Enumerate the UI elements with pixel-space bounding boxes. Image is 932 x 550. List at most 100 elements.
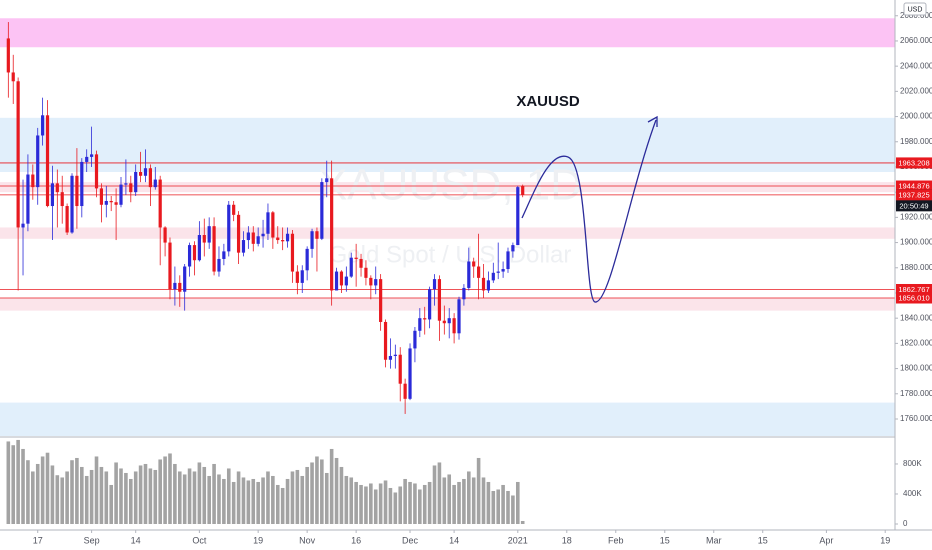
volume-bar: [295, 469, 300, 524]
volume-bar: [163, 456, 167, 524]
price-tag-label: 1856.010: [898, 293, 929, 302]
volume-bar: [275, 484, 280, 524]
volume-bar: [457, 481, 461, 524]
watermark: XAUUSD, 1D: [318, 161, 582, 210]
volume-bar: [40, 456, 45, 524]
volume-bar: [344, 475, 349, 524]
price-tag-label: 1937.825: [898, 190, 929, 199]
y-tick-label: 1820.000: [900, 338, 932, 347]
y-tick-label: 1800.000: [900, 364, 932, 373]
candle-body: [173, 282, 177, 290]
candle-body: [300, 270, 304, 283]
candle-body: [447, 318, 451, 324]
candle-body: [212, 226, 216, 272]
volume-bar: [467, 471, 471, 524]
volume-bar: [202, 466, 207, 524]
candle-body: [114, 202, 118, 205]
candle-body: [16, 81, 20, 228]
candle-body: [251, 232, 255, 244]
candle-body: [374, 279, 378, 286]
x-tick-label: Mar: [706, 535, 722, 545]
volume-bar: [422, 484, 427, 524]
candle-body: [369, 277, 373, 286]
volume-bar: [128, 478, 133, 524]
candle-body: [418, 318, 422, 331]
candle-body: [364, 267, 368, 278]
volume-bar: [197, 462, 202, 524]
candle-body: [183, 266, 187, 292]
volume-bar: [271, 475, 275, 524]
candle-body: [290, 233, 295, 272]
volume-bar: [173, 463, 177, 524]
volume-bar: [334, 457, 339, 524]
volume-bar: [192, 471, 197, 524]
volume-bar: [182, 474, 187, 524]
price-tag-label: 1963.208: [898, 158, 929, 167]
candle-body: [344, 276, 348, 286]
candle-body: [442, 320, 446, 324]
candle-body: [354, 257, 358, 259]
volume-bar: [462, 478, 466, 524]
volume-bar: [315, 456, 319, 524]
candle-body: [506, 251, 510, 270]
volume-bar: [359, 484, 363, 524]
volume-bar: [511, 495, 515, 524]
volume-bar: [207, 475, 211, 524]
zone: [0, 402, 895, 436]
currency-badge[interactable]: [903, 2, 927, 16]
candle-body: [359, 258, 363, 268]
candles: [6, 22, 525, 414]
volume-bar: [31, 471, 35, 524]
volume-bar: [383, 480, 388, 524]
x-tick-label: 16: [351, 535, 361, 545]
candle-body: [94, 154, 99, 189]
zone: [0, 18, 895, 48]
volume-bar: [324, 472, 329, 524]
x-tick-label: 17: [33, 535, 43, 545]
volume-bar: [177, 471, 182, 524]
volume-bar: [256, 481, 260, 524]
volume-bar: [413, 483, 417, 524]
volume-bar: [26, 460, 30, 524]
x-tick-label: 19: [253, 535, 263, 545]
volume-bar: [329, 448, 334, 524]
axes: 1760.000 1780.000 1800.000 1820.000 1840.000…: [33, 11, 932, 545]
volume-bar: [241, 477, 246, 524]
candle-body: [50, 183, 55, 207]
volume-bar: [226, 468, 231, 524]
candle-body: [330, 178, 334, 291]
x-tick-label: Oct: [192, 535, 207, 545]
candle-body: [452, 318, 456, 334]
price-tag-label: 1862.767: [898, 285, 929, 294]
zone: [0, 182, 895, 193]
candle-body: [80, 161, 84, 207]
volume-bar: [6, 441, 11, 524]
candle-body: [349, 257, 353, 277]
zone: [0, 298, 895, 311]
x-tick-label: 19: [880, 535, 890, 545]
candle-body: [202, 235, 206, 243]
x-tick-label: 18: [562, 535, 572, 545]
volume-bar: [486, 481, 491, 524]
y-tick-label: 1780.000: [900, 389, 932, 398]
x-tick-label: Sep: [84, 535, 100, 545]
candle-body: [334, 271, 339, 291]
volume-bar: [520, 520, 525, 524]
volume-bar: [50, 465, 55, 524]
y-tick-label: 1900.000: [900, 238, 932, 247]
volume-bar: [442, 477, 447, 524]
candle-body: [423, 318, 427, 320]
candle-body: [55, 183, 59, 193]
candle-body: [21, 223, 25, 228]
volume-bar: [114, 462, 118, 524]
volume-bar: [398, 486, 403, 524]
candle-body: [477, 266, 481, 278]
volume-bar: [354, 481, 358, 524]
volume-bar: [75, 457, 79, 524]
volume-bar: [217, 474, 221, 524]
volume-bar: [408, 481, 412, 524]
volume-bar: [21, 448, 25, 524]
candle-body: [486, 280, 491, 291]
